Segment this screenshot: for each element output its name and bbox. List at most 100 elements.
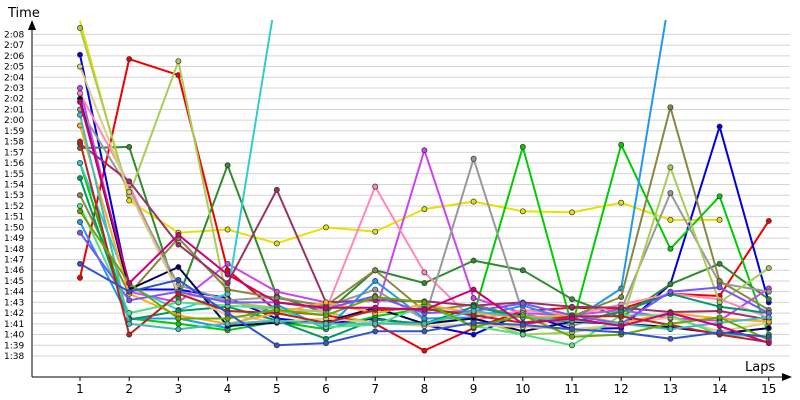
y-tick-label: 1:55 (4, 170, 24, 180)
series-1 (79, 20, 723, 247)
data-point (716, 329, 723, 336)
data-point (273, 342, 280, 349)
data-point (421, 347, 428, 354)
y-tick-label: 1:42 (4, 309, 24, 319)
data-point (519, 312, 526, 319)
data-point (175, 241, 182, 248)
y-tick-label: 1:40 (4, 331, 24, 341)
data-point (175, 315, 182, 322)
data-point (77, 219, 83, 225)
data-point (224, 310, 231, 317)
data-point (765, 340, 772, 347)
data-point (323, 299, 329, 306)
axes (28, 20, 792, 381)
data-point (667, 310, 674, 317)
data-point (77, 90, 83, 97)
data-point (126, 320, 133, 327)
x-tick-label: 11 (564, 382, 579, 396)
data-point (667, 320, 674, 327)
data-point (569, 296, 575, 303)
data-point (224, 299, 231, 306)
y-tick-label: 1:54 (4, 180, 24, 190)
series-24 (77, 260, 772, 349)
x-tick-label: 12 (614, 382, 629, 396)
y-tick-label: 2:01 (4, 105, 24, 115)
data-point (421, 147, 428, 154)
data-point (421, 269, 428, 276)
data-point (323, 304, 329, 311)
y-tick-label: 1:57 (4, 148, 24, 158)
data-point (77, 175, 83, 181)
data-point (716, 284, 723, 291)
x-tick-label: 7 (371, 382, 379, 396)
data-point (618, 323, 625, 329)
y-tick-label: 1:47 (4, 256, 24, 266)
data-point (618, 313, 625, 320)
data-point (765, 296, 772, 303)
data-point (77, 51, 83, 58)
y-tick-label: 2:07 (4, 41, 24, 51)
data-point (224, 260, 231, 267)
y-tick-label: 1:43 (4, 298, 24, 308)
data-point (716, 123, 723, 130)
x-tick-label: 1 (76, 382, 84, 396)
y-tick-labels: 1:381:391:401:411:421:431:441:451:461:47… (4, 30, 24, 362)
data-point (667, 164, 674, 171)
data-point (667, 335, 674, 342)
data-point (667, 104, 674, 111)
data-point (175, 276, 182, 283)
x-tick-labels: 1 2 3 4 5 6 7 8 9 10 11 12 13 14 15 (76, 377, 776, 396)
data-point (126, 288, 133, 295)
data-point (372, 228, 379, 235)
data-point (372, 304, 379, 311)
data-point (618, 329, 625, 336)
data-point (716, 260, 723, 267)
data-point (77, 111, 83, 118)
data-point (470, 155, 477, 162)
data-point (77, 192, 83, 199)
x-tick-label: 3 (175, 382, 183, 396)
data-point (273, 240, 280, 247)
data-point (716, 303, 723, 310)
x-axis-title: Laps (745, 360, 775, 375)
y-tick-label: 2:08 (4, 30, 24, 40)
data-point (175, 58, 182, 65)
x-tick-label: 8 (421, 382, 429, 396)
x-tick-label: 2 (125, 382, 133, 396)
x-axis-arrow (782, 373, 792, 381)
y-tick-label: 1:51 (4, 213, 24, 223)
data-point (175, 231, 182, 238)
data-point (421, 328, 428, 335)
data-point (372, 267, 379, 274)
data-point (765, 217, 772, 224)
data-point (224, 286, 231, 293)
data-point (77, 25, 83, 31)
data-point (667, 288, 674, 295)
data-point (421, 306, 428, 313)
data-point (470, 198, 477, 205)
data-point (224, 320, 231, 327)
data-point (126, 189, 133, 195)
data-point (765, 333, 772, 340)
x-tick-label: 4 (224, 382, 232, 396)
data-point (667, 326, 674, 333)
y-tick-label: 1:44 (4, 288, 24, 298)
data-point (765, 325, 772, 332)
y-tick-label: 2:02 (4, 95, 24, 105)
data-point (77, 98, 83, 105)
y-tick-label: 1:50 (4, 223, 24, 233)
data-point (372, 183, 379, 190)
data-point (273, 299, 280, 306)
data-point (716, 216, 723, 223)
data-point (77, 63, 83, 70)
series-group (77, 20, 772, 354)
data-point (470, 295, 477, 302)
data-point (175, 290, 182, 297)
data-point (175, 326, 182, 333)
data-point (372, 294, 379, 300)
data-point (470, 257, 477, 264)
data-point (765, 288, 772, 295)
y-tick-label: 1:45 (4, 277, 24, 287)
data-point (618, 141, 625, 148)
data-point (77, 229, 83, 236)
